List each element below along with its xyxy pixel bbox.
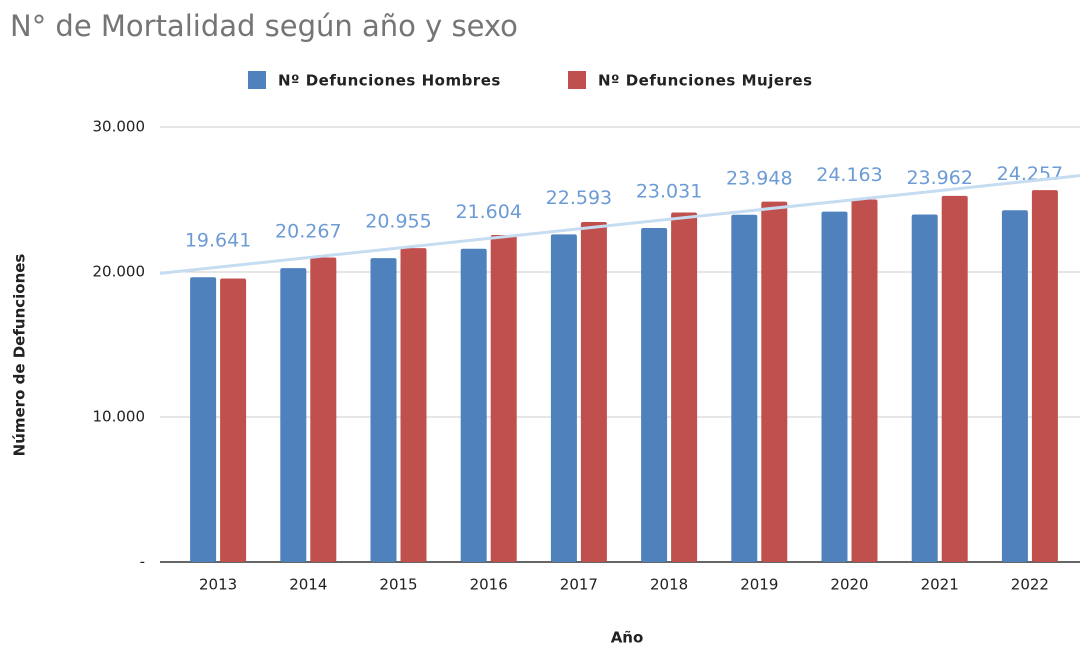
bar xyxy=(671,212,698,563)
bar xyxy=(190,277,217,562)
y-tick-label: - xyxy=(140,553,145,571)
y-tick-label: 20.000 xyxy=(93,263,146,281)
data-label: 24.163 xyxy=(816,164,882,186)
bar xyxy=(310,257,337,562)
trendline xyxy=(159,174,1081,275)
bar xyxy=(821,211,848,562)
bar xyxy=(460,248,487,562)
x-tick-label: 2019 xyxy=(740,576,778,594)
x-tick-label: 2014 xyxy=(289,576,327,594)
data-label: 23.031 xyxy=(636,181,702,203)
x-tick-label: 2016 xyxy=(470,576,508,594)
y-tick-label: 30.000 xyxy=(93,118,146,136)
legend-swatch xyxy=(248,71,266,89)
y-axis-title: Número de Defunciones xyxy=(11,254,29,457)
bar xyxy=(1031,190,1058,562)
bar xyxy=(731,214,758,562)
legend-label: Nº Defunciones Mujeres xyxy=(598,72,813,90)
data-label: 20.267 xyxy=(275,221,341,243)
bar xyxy=(400,248,427,562)
x-axis-title: Año xyxy=(611,629,644,647)
bar xyxy=(580,221,607,562)
chart-title: N° de Mortalidad según año y sexo xyxy=(10,9,518,43)
bar xyxy=(550,234,577,563)
legend-label: Nº Defunciones Hombres xyxy=(278,72,501,90)
bar xyxy=(490,235,517,562)
data-label: 22.593 xyxy=(546,187,612,209)
bar xyxy=(370,258,397,562)
bar xyxy=(941,195,968,562)
data-label: 19.641 xyxy=(185,230,251,252)
x-tick-label: 2017 xyxy=(560,576,598,594)
data-label: 20.955 xyxy=(365,211,431,233)
x-tick-label: 2020 xyxy=(830,576,868,594)
x-tick-label: 2018 xyxy=(650,576,688,594)
data-label: 21.604 xyxy=(455,201,521,223)
data-label: 23.948 xyxy=(726,167,792,189)
x-tick-label: 2022 xyxy=(1011,576,1049,594)
bar xyxy=(851,199,878,562)
bar xyxy=(280,268,307,562)
y-tick-label: 10.000 xyxy=(93,408,146,426)
bar xyxy=(641,228,668,562)
data-label: 23.962 xyxy=(906,167,972,189)
legend-swatch xyxy=(568,71,586,89)
bar xyxy=(1001,210,1028,562)
bar xyxy=(911,214,938,562)
x-tick-label: 2021 xyxy=(921,576,959,594)
bar xyxy=(220,278,247,562)
x-tick-label: 2013 xyxy=(199,576,237,594)
x-tick-label: 2015 xyxy=(379,576,417,594)
bar xyxy=(761,201,788,563)
